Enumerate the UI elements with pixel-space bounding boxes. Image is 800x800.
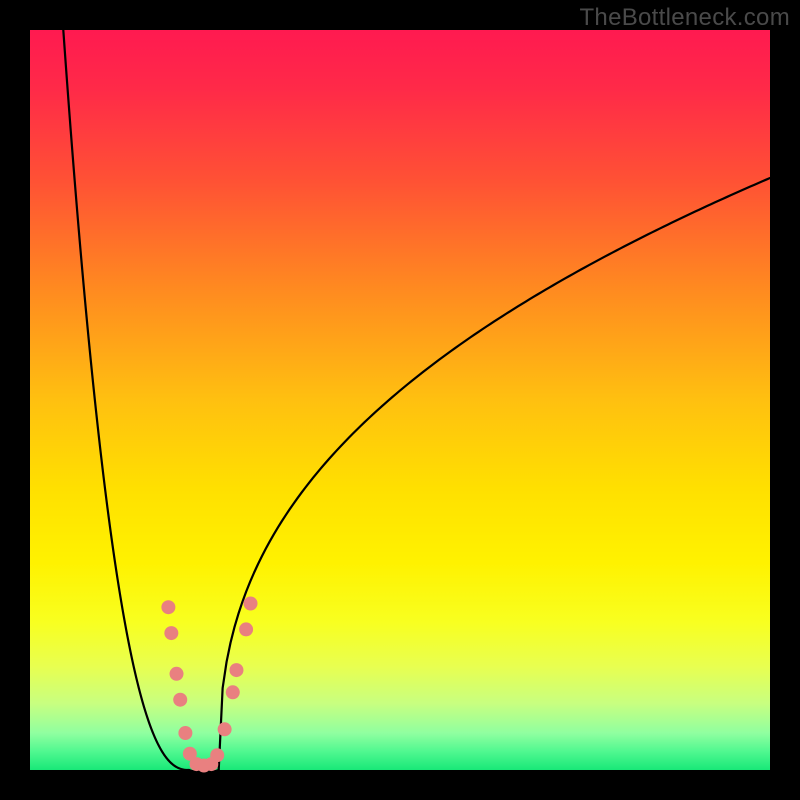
- bottleneck-chart: [0, 0, 800, 800]
- watermark-text: TheBottleneck.com: [579, 4, 790, 32]
- chart-container: TheBottleneck.com: [0, 0, 800, 800]
